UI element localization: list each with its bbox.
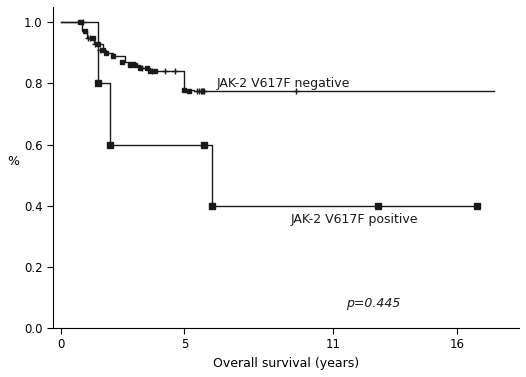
X-axis label: Overall survival (years): Overall survival (years): [213, 357, 359, 370]
Text: JAK-2 V617F positive: JAK-2 V617F positive: [291, 213, 419, 226]
Y-axis label: %: %: [7, 155, 19, 167]
Text: JAK-2 V617F negative: JAK-2 V617F negative: [217, 77, 350, 90]
Text: p=0.445: p=0.445: [346, 297, 400, 310]
